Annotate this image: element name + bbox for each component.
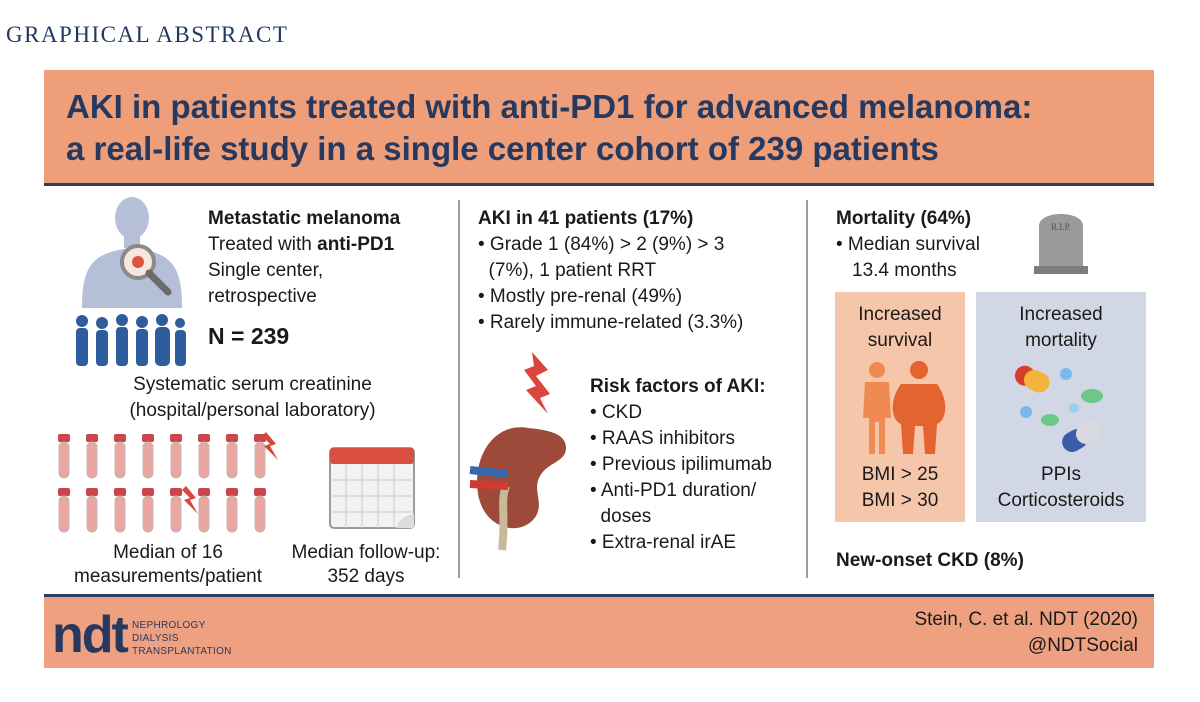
tombstone-icon: R.I.P. (1034, 214, 1088, 274)
risk-factor-antipd1-doses: doses (590, 506, 652, 527)
blood-tubes-icon (58, 432, 278, 533)
citation: Stein, C. et al. NDT (2020) (914, 609, 1138, 630)
title-banner: AKI in patients treated with anti-PD1 fo… (44, 70, 1154, 186)
column-divider-1 (458, 200, 460, 578)
bmi-30: BMI > 30 (861, 490, 939, 511)
median-followup-line-1: Median follow-up: (291, 542, 441, 563)
ppis: PPIs (1040, 464, 1082, 485)
increased-survival-box: Increased survival BMI > 25 BMI > 30 (835, 292, 965, 522)
bmi-figures-icon (863, 361, 946, 454)
increased-mortality-box: Increased mortality PPIs Corticosteroids (976, 292, 1146, 522)
increased-survival-line-1: Increased (858, 304, 942, 325)
creatinine-line-2: (hospital/personal laboratory) (129, 400, 376, 421)
aki-bullet-1: • Grade 1 (84%) > 2 (9%) > 3 (478, 234, 725, 255)
n-patients: N = 239 (208, 323, 290, 349)
aki-heading: AKI in 41 patients (17%) (478, 208, 694, 229)
median-survival-line-1: • Median survival (836, 234, 980, 255)
ndt-logo-transplantation: TRANSPLANTATION (132, 646, 232, 657)
mortality-heading: Mortality (64%) (836, 208, 972, 229)
column-divider-2 (806, 200, 808, 578)
footer-banner: ndt NEPHROLOGY DIALYSIS TRANSPLANTATION … (44, 594, 1154, 668)
ndt-logo-nephrology: NEPHROLOGY (132, 620, 206, 631)
tombstone-text: R.I.P. (1051, 222, 1071, 232)
calendar-icon (329, 447, 415, 529)
aki-bullet-3: • Rarely immune-related (3.3%) (478, 312, 744, 333)
increased-mortality-line-1: Increased (1019, 304, 1103, 325)
median-measurements-line-1: Median of 16 (113, 542, 223, 563)
corticosteroids: Corticosteroids (997, 490, 1125, 511)
median-survival-line-2: 13.4 months (852, 260, 957, 281)
creatinine-line-1: Systematic serum creatinine (133, 374, 372, 395)
retrospective-line: retrospective (208, 286, 317, 307)
median-followup-line-2: 352 days (327, 566, 405, 587)
increased-survival-line-2: survival (867, 330, 933, 351)
increased-mortality-line-2: mortality (1025, 330, 1097, 351)
median-measurements-line-2: measurements/patient (74, 566, 262, 587)
title-line-2: a real-life study in a single center coh… (66, 130, 939, 167)
treated-with-line: Treated with anti-PD1 (208, 234, 395, 255)
metastatic-melanoma-heading: Metastatic melanoma (208, 208, 401, 229)
risk-factor-ipilimumab: • Previous ipilimumab (590, 454, 772, 475)
kidney-icon (469, 352, 566, 551)
risk-factor-irae: • Extra-renal irAE (590, 532, 737, 553)
aki-bullet-2: • Mostly pre-renal (49%) (478, 286, 683, 307)
ndt-logo-dialysis: DIALYSIS (132, 633, 179, 644)
ndt-logo: ndt (52, 606, 129, 664)
risk-factors-heading: Risk factors of AKI: (590, 376, 766, 397)
aki-bullet-1-cont: (7%), 1 patient RRT (478, 260, 657, 281)
graphical-abstract-label: GRAPHICAL ABSTRACT (6, 22, 289, 47)
patient-group-icon (76, 314, 186, 366)
risk-factor-raas: • RAAS inhibitors (590, 428, 735, 449)
risk-factor-antipd1-duration: • Anti-PD1 duration/ (590, 480, 757, 501)
title-line-1: AKI in patients treated with anti-PD1 fo… (66, 88, 1033, 125)
pills-icon (1014, 365, 1103, 452)
single-center-line: Single center, (208, 260, 324, 281)
patient-magnifier-icon (82, 197, 182, 308)
risk-factor-ckd: • CKD (590, 402, 643, 423)
new-onset-ckd: New-onset CKD (8%) (836, 550, 1024, 571)
bmi-25: BMI > 25 (861, 464, 939, 485)
social-handle: @NDTSocial (1027, 635, 1138, 656)
